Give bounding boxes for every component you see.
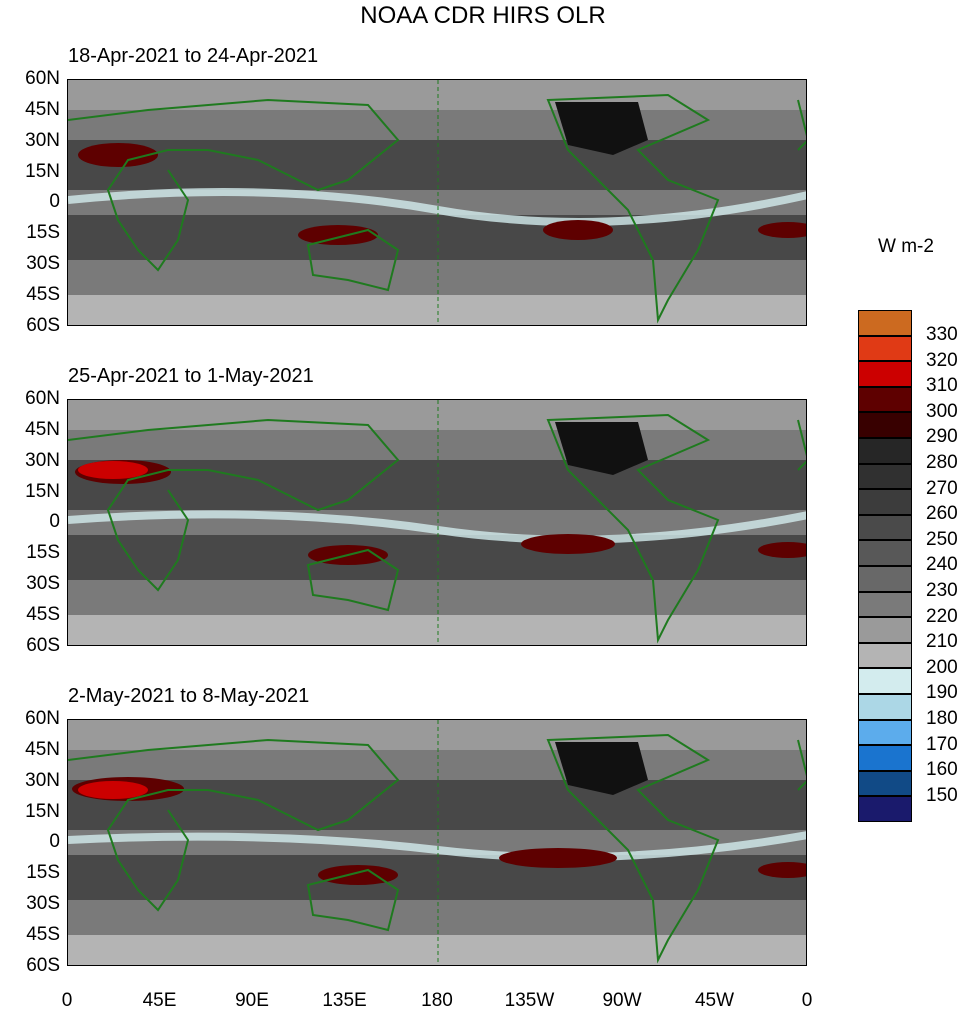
- colorbar-units: W m-2: [878, 236, 934, 257]
- lat-tick-label: 60N: [25, 68, 60, 89]
- colorbar-box: [858, 463, 912, 490]
- lat-tick-label: 60N: [25, 708, 60, 729]
- lon-tick-label: 180: [421, 990, 453, 1011]
- colorbar-box: [858, 438, 912, 464]
- lat-tick-label: 45S: [26, 283, 60, 305]
- lat-tick-label: 30N: [25, 769, 60, 791]
- lon-tick-label: 0: [61, 990, 73, 1011]
- colorbar-box: [858, 540, 912, 566]
- lat-tick-label: 15N: [25, 480, 60, 502]
- colorbar-box: [858, 310, 912, 336]
- lat-tick-label: 15N: [25, 160, 60, 182]
- colorbar-label: 210: [926, 631, 958, 653]
- colorbar-box: [858, 489, 912, 515]
- colorbar-label: 160: [926, 759, 958, 781]
- coastlines: [68, 733, 806, 964]
- colorbar-label: 250: [926, 528, 958, 550]
- lat-tick-label: 45N: [25, 418, 60, 440]
- colorbar-box: [858, 566, 912, 592]
- lat-tick-label: 0: [49, 831, 60, 853]
- lon-tick-label: 45W: [694, 990, 735, 1011]
- olr-map-panel: [67, 79, 807, 326]
- lat-tick-label: 45N: [25, 738, 60, 760]
- colorbar-label: 180: [926, 708, 958, 729]
- lat-tick-label: 45N: [25, 98, 60, 120]
- colorbar-label: 290: [926, 426, 958, 448]
- coastlines: [68, 93, 806, 324]
- colorbar-box: [858, 668, 912, 694]
- olr-contour-map: [68, 400, 806, 645]
- lon-tick-label: 0: [801, 990, 813, 1011]
- colorbar-label: 190: [926, 682, 958, 704]
- lat-tick-label: 60N: [25, 388, 60, 409]
- lat-tick-label: 30S: [26, 893, 60, 915]
- lon-tick-label: 90W: [602, 990, 642, 1011]
- colorbar-box: [858, 617, 912, 643]
- colorbar-label: 300: [926, 400, 958, 422]
- colorbar-label: 330: [926, 324, 958, 345]
- olr-map-panel: [67, 719, 807, 966]
- figure-title: NOAA CDR HIRS OLR: [360, 2, 606, 29]
- lat-tick-label: 0: [49, 191, 60, 213]
- colorbar-label: 200: [926, 656, 958, 678]
- lat-tick-label: 0: [49, 511, 60, 533]
- lon-tick-label: 135W: [504, 990, 555, 1011]
- colorbar-box: [858, 719, 912, 746]
- lat-tick-label: 30S: [26, 573, 60, 595]
- lon-tick-label: 135E: [322, 990, 367, 1011]
- lat-tick-label: 15S: [26, 222, 60, 244]
- colorbar-label: 320: [926, 349, 958, 371]
- colorbar-box: [858, 642, 912, 669]
- lon-tick-label: 45E: [142, 990, 177, 1011]
- colorbar-box: [858, 796, 912, 822]
- colorbar-label: 270: [926, 477, 958, 499]
- olr-map-panel: [67, 399, 807, 646]
- panel-title: 2-May-2021 to 8-May-2021: [68, 685, 310, 707]
- panel-title: 25-Apr-2021 to 1-May-2021: [68, 365, 314, 387]
- lat-tick-label: 15S: [26, 862, 60, 884]
- colorbar-box: [858, 361, 912, 387]
- colorbar-label: 170: [926, 733, 958, 755]
- lat-tick-label: 60S: [26, 314, 60, 336]
- colorbar-label: 310: [926, 375, 958, 397]
- colorbar-label: 260: [926, 503, 958, 525]
- colorbar-label: 280: [926, 452, 958, 473]
- colorbar-label: 150: [926, 784, 958, 806]
- colorbar-box: [858, 694, 912, 720]
- colorbar-box: [858, 386, 912, 413]
- olr-contour-map: [68, 80, 806, 325]
- olr-contour-map: [68, 720, 806, 965]
- lon-tick-label: 90E: [235, 990, 269, 1011]
- lat-tick-label: 15S: [26, 542, 60, 564]
- colorbar-box: [858, 770, 912, 797]
- colorbar-box: [858, 335, 912, 362]
- colorbar-label: 230: [926, 580, 958, 601]
- colorbar-box: [858, 514, 912, 541]
- colorbar-box: [858, 591, 912, 618]
- lat-tick-label: 45S: [26, 923, 60, 945]
- coastlines: [68, 413, 806, 644]
- colorbar-box: [858, 412, 912, 438]
- lat-tick-label: 30N: [25, 449, 60, 471]
- colorbar-box: [858, 745, 912, 771]
- colorbar-label: 240: [926, 554, 958, 576]
- lat-tick-label: 60S: [26, 634, 60, 656]
- lat-tick-label: 45S: [26, 603, 60, 625]
- lat-tick-label: 60S: [26, 954, 60, 976]
- panel-title: 18-Apr-2021 to 24-Apr-2021: [68, 45, 319, 67]
- colorbar-label: 220: [926, 605, 958, 627]
- lat-tick-label: 15N: [25, 800, 60, 822]
- lat-tick-label: 30S: [26, 253, 60, 275]
- lat-tick-label: 30N: [25, 129, 60, 151]
